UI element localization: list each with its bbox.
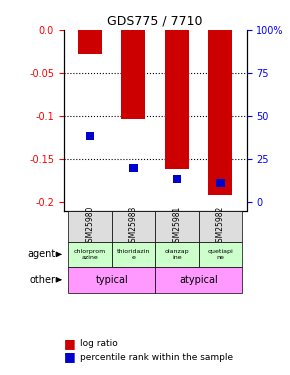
Text: other: other — [30, 275, 56, 285]
Text: olanzap
ine: olanzap ine — [165, 249, 189, 260]
Text: GSM25980: GSM25980 — [85, 206, 95, 247]
Text: ■: ■ — [64, 337, 76, 350]
Bar — [173, 175, 181, 183]
Bar — [112, 242, 155, 267]
Bar — [199, 242, 242, 267]
Bar — [155, 242, 199, 267]
Bar — [165, 30, 189, 170]
Bar — [112, 211, 155, 242]
Text: quetiapi
ne: quetiapi ne — [208, 249, 233, 260]
Text: agent: agent — [28, 249, 56, 259]
Text: thioridazin
e: thioridazin e — [117, 249, 150, 260]
Bar — [155, 267, 242, 292]
Bar — [155, 211, 199, 242]
Bar — [68, 267, 155, 292]
Bar — [68, 211, 112, 242]
Text: atypical: atypical — [179, 275, 218, 285]
Text: GSM25982: GSM25982 — [216, 206, 225, 247]
Title: GDS775 / 7710: GDS775 / 7710 — [107, 15, 203, 27]
Bar — [68, 242, 112, 267]
Text: log ratio: log ratio — [80, 339, 117, 348]
Text: chlorprom
azine: chlorprom azine — [74, 249, 106, 260]
Text: typical: typical — [95, 275, 128, 285]
Text: ■: ■ — [64, 351, 76, 363]
Bar — [129, 164, 137, 171]
Text: GSM25981: GSM25981 — [172, 206, 182, 247]
Bar — [199, 211, 242, 242]
Bar — [78, 30, 102, 54]
Bar — [216, 179, 224, 187]
Text: GSM25983: GSM25983 — [129, 206, 138, 247]
Bar — [122, 30, 145, 120]
Bar — [86, 132, 94, 140]
Bar — [209, 30, 232, 195]
Text: percentile rank within the sample: percentile rank within the sample — [80, 352, 233, 362]
